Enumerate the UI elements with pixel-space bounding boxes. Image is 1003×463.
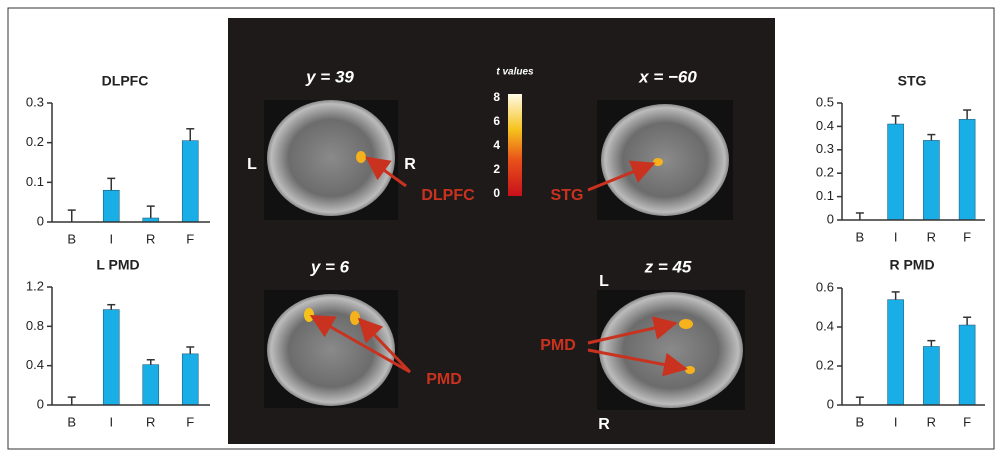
chart-title: R PMD [889,257,934,273]
brain-image [267,100,395,216]
activation [679,319,693,329]
orientation-label: R [404,156,416,173]
bar [103,310,119,405]
colorbar-tick-label: 0 [493,186,500,200]
y-tick-label: 0 [37,396,44,411]
y-tick-label: 0.1 [26,174,44,189]
activation [304,308,314,322]
y-tick-label: 0.2 [816,357,834,372]
bar [923,347,939,406]
y-tick-label: 0.3 [26,94,44,109]
activation [685,366,695,374]
x-tick-label: R [146,231,155,246]
colorbar-tick-label: 8 [493,90,500,104]
y-tick-label: 0.1 [816,188,834,203]
y-tick-label: 0.8 [26,318,44,333]
x-tick-label: B [67,414,76,429]
x-tick-label: R [927,414,936,429]
brain-image [599,292,743,408]
bar [959,119,975,220]
y-tick-label: 0 [37,213,44,228]
y-tick-label: 0.6 [816,279,834,294]
bar [888,124,904,220]
orientation-label: L [599,273,609,290]
image-title: y = 6 [310,257,350,276]
activation [356,151,366,163]
chart-title: L PMD [96,257,139,273]
bar [103,190,119,222]
activation [350,311,360,325]
x-tick-label: F [963,414,971,429]
bar [182,354,198,405]
colorbar-tick-label: 4 [493,138,500,152]
y-tick-label: 0.2 [816,165,834,180]
colorbar-tick-label: 2 [493,162,500,176]
colorbar [508,94,522,196]
bar [959,325,975,405]
x-tick-label: B [67,231,76,246]
bar [182,141,198,222]
region-label: PMD [426,371,462,388]
brain-image [267,294,395,406]
orientation-label: L [247,156,257,173]
x-tick-label: I [109,231,113,246]
y-tick-label: 0 [827,211,834,226]
orientation-label: R [598,416,610,433]
image-title: x = −60 [638,67,697,86]
x-tick-label: I [894,229,898,244]
y-tick-label: 0.4 [816,118,834,133]
activation [653,158,663,166]
brain-image [601,104,729,216]
x-tick-label: I [109,414,113,429]
y-tick-label: 0 [827,396,834,411]
y-tick-label: 0.5 [816,94,834,109]
chart-title: STG [898,73,927,89]
x-tick-label: F [963,229,971,244]
image-title: y = 39 [305,67,354,86]
figure: y = 39 x = −60 y = 6 z = 45 L R L R DLPF… [0,0,1003,458]
y-tick-label: 0.2 [26,134,44,149]
image-title: z = 45 [644,257,692,276]
chart-title: DLPFC [102,73,149,89]
colorbar-title: t values [496,67,534,78]
colorbar-tick-label: 6 [493,114,500,128]
y-tick-label: 0.4 [816,318,834,333]
bar [143,365,159,405]
y-tick-label: 0.4 [26,357,44,372]
x-tick-label: B [856,229,865,244]
x-tick-label: I [894,414,898,429]
x-tick-label: B [856,414,865,429]
x-tick-label: F [186,231,194,246]
x-tick-label: R [927,229,936,244]
region-label: STG [551,187,584,204]
x-tick-label: R [146,414,155,429]
y-tick-label: 0.3 [816,141,834,156]
bar [923,140,939,220]
region-label: DLPFC [421,187,475,204]
bar [888,300,904,405]
region-label: PMD [540,337,576,354]
y-tick-label: 1.2 [26,278,44,293]
x-tick-label: F [186,414,194,429]
